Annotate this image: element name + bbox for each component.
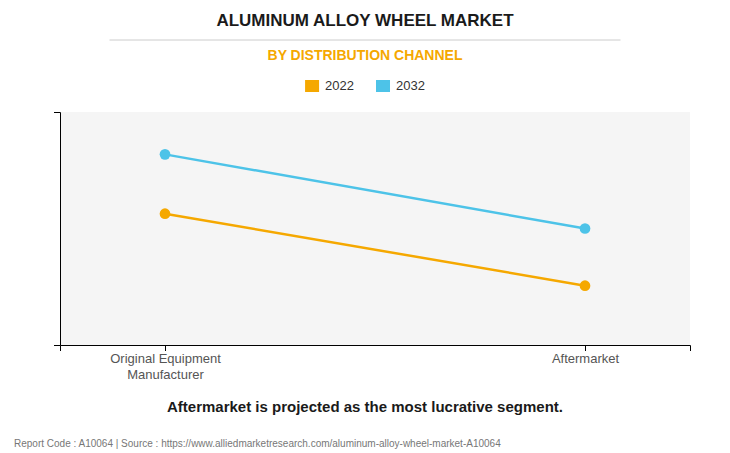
series-line — [165, 154, 585, 228]
legend-label: 2032 — [396, 78, 425, 93]
chart: ALUMINUM ALLOY WHEEL MARKET BY DISTRIBUTI… — [0, 0, 730, 453]
series-point — [580, 223, 591, 234]
series-point — [160, 208, 171, 219]
legend-swatch — [376, 80, 390, 92]
legend-label: 2022 — [325, 78, 354, 93]
marks — [160, 149, 591, 291]
x-tick-mark — [585, 345, 586, 351]
x-tick-label: Aftermarket — [552, 351, 620, 366]
x-tick: Aftermarket — [552, 345, 620, 366]
legend: 2022 2032 — [305, 78, 425, 93]
x-axis: Original EquipmentManufacturer Aftermarke… — [61, 345, 691, 382]
x-tick-label-line: Original Equipment — [110, 351, 221, 366]
x-tick-mark — [165, 345, 166, 351]
plot-background — [60, 112, 690, 345]
legend-swatch — [305, 80, 319, 92]
plot: Original EquipmentManufacturer Aftermarke… — [54, 112, 691, 382]
x-tick-label: Original EquipmentManufacturer — [110, 351, 221, 382]
x-tick-label-line: Aftermarket — [552, 351, 620, 366]
legend-item: 2022 — [305, 78, 354, 93]
legend-item: 2032 — [376, 78, 425, 93]
x-axis-line — [61, 346, 691, 352]
series-point — [160, 149, 171, 160]
x-tick: Original EquipmentManufacturer — [110, 345, 221, 382]
subtitle: BY DISTRIBUTION CHANNEL — [268, 47, 463, 63]
bottom-note: Aftermarket is projected as the most luc… — [167, 398, 563, 415]
y-axis — [54, 113, 61, 346]
y-axis-line — [54, 113, 61, 346]
footer: Report Code : A10064 | Source : https://… — [14, 438, 501, 449]
x-tick-label-line: Manufacturer — [127, 367, 204, 382]
title: ALUMINUM ALLOY WHEEL MARKET — [216, 11, 514, 30]
series-line — [165, 214, 585, 286]
series-point — [580, 280, 591, 291]
title-rule — [110, 40, 621, 41]
